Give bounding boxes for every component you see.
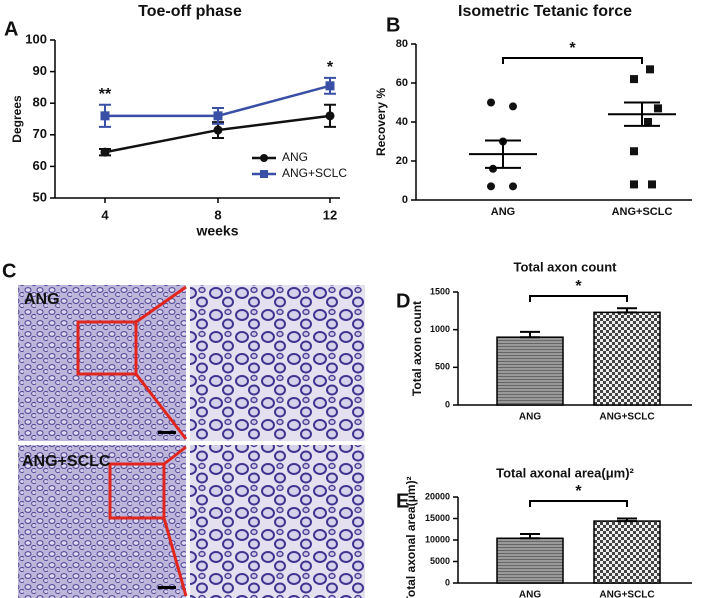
y-tick-label: 20	[396, 155, 408, 167]
zoom-line	[162, 445, 188, 597]
error-bar	[520, 532, 540, 540]
marker	[100, 147, 110, 157]
error-bar	[624, 101, 660, 127]
marker	[213, 125, 223, 135]
error-bar	[617, 517, 637, 523]
marker	[260, 154, 268, 162]
scale-bar	[158, 586, 176, 589]
significance-label: *	[575, 278, 582, 295]
marker	[644, 118, 652, 126]
y-axis-label: Total axonal area(μm)²	[404, 476, 418, 598]
x-tick-label: ANG	[491, 206, 515, 218]
panel-letter: B	[386, 14, 400, 36]
micrograph	[18, 285, 186, 441]
annotation: *	[327, 59, 334, 76]
y-tick-label: 20000	[425, 491, 450, 501]
y-tick-label: 5000	[430, 556, 450, 566]
legend-label: ANG+SCLC	[282, 166, 347, 180]
bar	[496, 537, 564, 584]
marker	[630, 147, 638, 156]
y-tick-label: 100	[25, 31, 47, 46]
y-axis-label: Recovery %	[374, 88, 388, 156]
marker	[654, 104, 662, 113]
x-tick-label: 12	[323, 207, 337, 222]
marker	[648, 180, 656, 189]
x-tick-label: ANG+SCLC	[599, 590, 654, 598]
y-tick-label: 60	[33, 158, 47, 173]
y-tick-label: 10000	[425, 534, 450, 544]
y-tick-label: 0	[402, 194, 408, 206]
panel-letter: A	[4, 18, 18, 40]
chart-title: Total axonal area(μm)²	[496, 465, 634, 480]
zoom-box	[108, 462, 166, 520]
significance-bracket	[502, 57, 643, 64]
chart-title: Isometric Tetanic force	[458, 3, 632, 20]
y-tick-label: 50	[33, 189, 47, 204]
image-label: ANG+SCLC	[22, 453, 111, 470]
image-label: ANG	[24, 291, 60, 308]
y-tick-label: 90	[33, 63, 47, 78]
panel-letter: C	[2, 260, 16, 282]
marker	[325, 111, 335, 121]
y-axis-label: Degrees	[10, 95, 24, 143]
x-tick-label: ANG	[519, 412, 541, 423]
x-tick-label: ANG+SCLC	[599, 412, 654, 423]
y-tick-label: 70	[33, 126, 47, 141]
micrograph-zoom	[190, 285, 365, 441]
panel-letter: D	[396, 290, 410, 312]
scale-bar	[158, 431, 176, 434]
bar	[593, 311, 661, 406]
error-bar	[520, 330, 540, 339]
annotation: **	[99, 86, 112, 103]
legend-label: ANG	[282, 150, 308, 164]
bar	[593, 520, 661, 584]
marker	[100, 111, 110, 121]
marker	[509, 102, 517, 111]
marker	[509, 182, 517, 191]
micrograph	[18, 445, 186, 598]
y-tick-label: 80	[396, 38, 408, 50]
y-tick-label: 0	[445, 577, 450, 587]
x-tick-label: 8	[214, 207, 221, 222]
y-axis-label: Total axon count	[410, 301, 424, 396]
marker	[646, 65, 654, 74]
marker	[630, 180, 638, 189]
bar	[496, 336, 564, 406]
y-tick-label: 0	[445, 399, 450, 409]
marker	[630, 75, 638, 84]
micrograph-zoom	[190, 445, 365, 598]
significance-label: *	[569, 40, 576, 57]
significance-bracket	[529, 500, 628, 507]
zoom-line	[134, 285, 188, 440]
y-tick-label: 1000	[430, 324, 450, 334]
significance-label: *	[575, 483, 582, 500]
y-tick-label: 40	[396, 116, 408, 128]
marker	[487, 98, 495, 107]
marker	[260, 170, 268, 178]
x-tick-label: ANG	[519, 590, 541, 598]
y-tick-label: 15000	[425, 513, 450, 523]
marker	[213, 111, 223, 121]
zoom-box	[76, 320, 138, 376]
y-tick-label: 1500	[430, 286, 450, 296]
y-tick-label: 500	[435, 362, 450, 372]
x-axis-label: weeks	[195, 223, 238, 239]
marker	[325, 81, 335, 91]
chart-title: Total axon count	[513, 259, 617, 274]
error-bar	[485, 139, 521, 169]
y-tick-label: 60	[396, 77, 408, 89]
marker	[487, 182, 495, 191]
x-tick-label: 4	[101, 207, 109, 222]
x-tick-label: ANG+SCLC	[612, 206, 673, 218]
error-bar	[617, 307, 637, 314]
panel-c: C ANG ANG+SCLC	[2, 260, 365, 598]
chart-title: Toe-off phase	[138, 3, 242, 20]
significance-bracket	[529, 295, 628, 302]
y-tick-label: 80	[33, 95, 47, 110]
panel-letter: E	[396, 490, 409, 512]
